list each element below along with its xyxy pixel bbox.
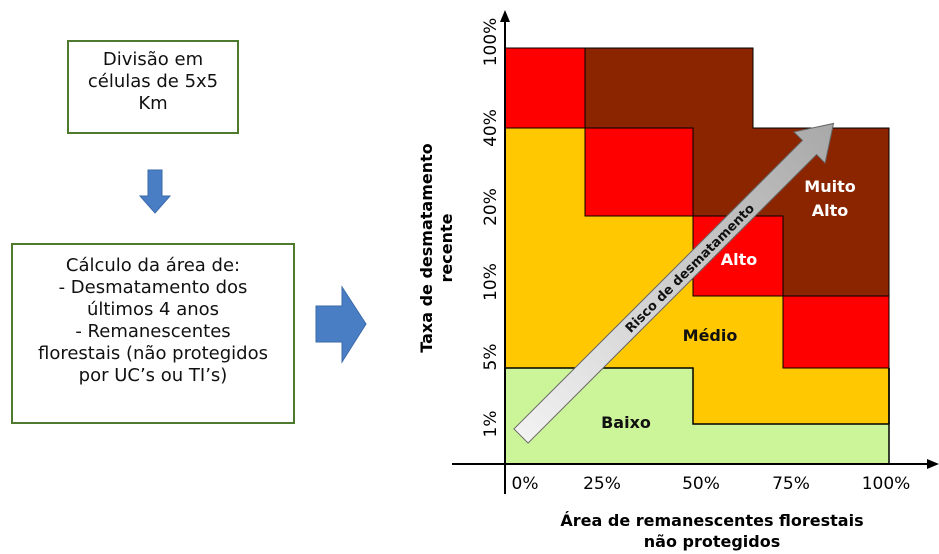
y-tick-40: 40% [481, 109, 501, 147]
zone-baixo-fill [505, 368, 889, 464]
y-tick-5: 5% [481, 344, 501, 371]
right-arrow-icon [315, 285, 367, 364]
risk-arrow-icon [513, 122, 835, 444]
box2-line-6: por UC’s ou TI’s) [78, 365, 228, 386]
box2-line-4: - Remanescentes [75, 321, 231, 342]
zone-muito-alto [584, 47, 890, 297]
y-tick-10: 10% [481, 263, 501, 301]
x-tick-75: 75% [772, 474, 810, 494]
x-axis-title-2: não protegidos [644, 532, 781, 551]
y-tick-100: 100% [481, 18, 501, 67]
x-tick-50: 50% [682, 474, 720, 494]
box2-line-5: florestais (não protegidos [37, 343, 268, 364]
zone-medio-label: Médio [683, 326, 738, 345]
x-axis-arrowhead [927, 459, 939, 469]
zone-muito-alto-label-1: Muito [804, 177, 855, 196]
box1-line-1: Divisão em [102, 49, 204, 70]
box2-line-1: Cálculo da área de: [65, 255, 241, 276]
y-tick-1: 1% [481, 411, 501, 438]
box2-line-2: - Desmatamento dos [58, 277, 248, 298]
x-tick-0: 0% [512, 474, 539, 494]
zone-alto-cell-1 [504, 47, 586, 129]
y-tick-20: 20% [481, 188, 501, 226]
box1-line-3: Km [138, 93, 168, 114]
zone-alto-cell-4 [782, 295, 890, 369]
y-axis-arrowhead [500, 10, 510, 22]
zone-alto-cell-2 [584, 127, 694, 217]
y-axis-title-1: Taxa de desmatamento [417, 143, 436, 353]
down-arrow-icon [138, 169, 172, 214]
y-axis-title-2: recente [437, 213, 456, 282]
zone-baixo-label: Baixo [601, 413, 651, 432]
zone-baixo [505, 368, 889, 464]
x-axis-title-1: Área de remanescentes florestais [560, 511, 863, 530]
area-calculation-box: Cálculo da área de: - Desmatamento dos ú… [11, 243, 295, 424]
grid-division-box: Divisão em células de 5x5 Km [67, 40, 239, 134]
zone-muito-alto-label-2: Alto [812, 201, 849, 220]
zone-alto [504, 47, 890, 369]
x-tick-25: 25% [583, 474, 621, 494]
zone-muito-alto-fill [584, 47, 890, 297]
x-tick-100: 100% [862, 474, 911, 494]
box1-line-2: células de 5x5 [87, 71, 219, 92]
box2-line-3: últimos 4 anos [86, 299, 220, 320]
zone-alto-label: Alto [721, 250, 758, 269]
